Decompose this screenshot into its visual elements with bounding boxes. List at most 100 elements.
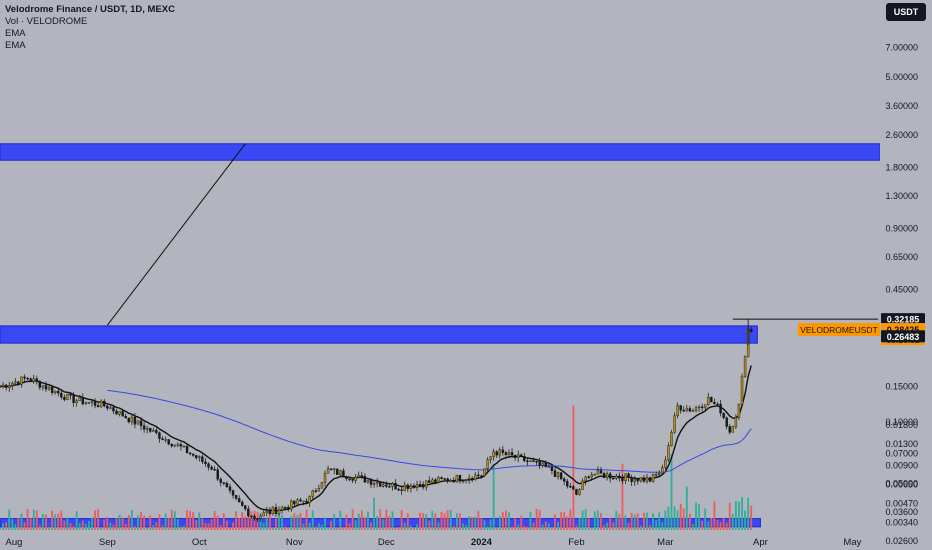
volume-bar (198, 512, 201, 530)
candle-body (210, 466, 213, 470)
volume-bar (23, 522, 26, 530)
candle-body (247, 508, 250, 517)
currency-button[interactable]: USDT (886, 3, 926, 21)
candle-body (694, 407, 698, 411)
candle-body (106, 405, 109, 409)
volume-bar (327, 527, 329, 530)
candle-body (559, 472, 563, 480)
volume-tick-label: 0.00340 (885, 518, 918, 528)
candle-body (636, 478, 639, 482)
candle-body (29, 378, 32, 382)
volume-bar (428, 520, 431, 530)
candle-body (602, 473, 606, 478)
volume-bar (348, 523, 351, 530)
volume-bar (60, 510, 63, 530)
volume-bar (615, 510, 618, 530)
volume-bar (600, 513, 602, 530)
volume-bar (501, 512, 504, 530)
low-price-tag-bg (881, 330, 925, 343)
candle-body (624, 473, 627, 481)
volume-bar (225, 520, 228, 530)
candle-body (308, 496, 311, 503)
high-price-tag: 0.32185 (887, 315, 920, 325)
candle-body (526, 460, 529, 463)
candle-body (464, 479, 468, 482)
volume-bar (244, 516, 247, 530)
volume-bar (529, 511, 532, 530)
high-price-tag-bg (881, 313, 925, 326)
candle-body (415, 484, 419, 488)
volume-bar (587, 518, 590, 530)
volume-bar (35, 510, 38, 530)
candle-body (14, 381, 17, 384)
volume-bar (152, 525, 155, 530)
volume-bar (639, 525, 642, 530)
volume-bar (235, 511, 237, 530)
candle-body (204, 461, 207, 464)
candle-body (596, 470, 600, 475)
volume-bar (532, 522, 535, 530)
candle-body (311, 490, 314, 497)
time-tick-label: Feb (568, 537, 584, 548)
candle-body (7, 385, 11, 388)
candle-body (360, 475, 364, 477)
volume-bar (517, 524, 520, 530)
ema-indicator-label-1[interactable]: EMA (5, 28, 26, 39)
candle-body (446, 478, 449, 482)
volume-bar (437, 522, 440, 530)
symbol-title[interactable]: Velodrome Finance / USDT, 1D, MEXC (5, 4, 175, 15)
volume-bar (20, 513, 23, 530)
volume-bar (51, 510, 54, 530)
volume-bar (391, 511, 394, 530)
ema-indicator-label-2[interactable]: EMA (5, 40, 26, 51)
volume-bar (311, 510, 314, 530)
candle-body (688, 408, 692, 412)
price-tick-label: 7.00000 (885, 43, 918, 53)
time-axis[interactable]: Aug Sep Oct Nov Dec 2024 Feb Mar Apr May (0, 532, 880, 550)
trendline[interactable] (106, 143, 878, 326)
candle-body (501, 449, 505, 453)
candle-body (145, 427, 149, 430)
candle-body (578, 489, 581, 495)
volume-bar (547, 523, 550, 530)
volume-bar (471, 517, 474, 530)
volume-bar (713, 501, 716, 530)
volume-bar (465, 524, 467, 530)
candle-body (179, 444, 183, 447)
candle-body (139, 420, 143, 426)
volume-bar (262, 523, 265, 530)
volume-bar (232, 522, 234, 530)
candle-body (523, 456, 526, 462)
price-tick-label: 0.65000 (885, 252, 918, 262)
candle-body (480, 475, 483, 477)
candle-body (256, 518, 259, 520)
volume-bar (575, 525, 578, 530)
volume-bar (296, 515, 299, 530)
price-tick-label: 0.90000 (885, 223, 918, 233)
volume-tick-label: 0.00650 (885, 480, 918, 490)
candle-body (345, 476, 348, 479)
volume-bar (308, 522, 311, 530)
price-tick-label: 0.03600 (885, 507, 918, 517)
volume-bar (5, 522, 8, 530)
time-tick-label: Sep (99, 537, 116, 548)
volume-bar (514, 518, 517, 530)
candle-body (667, 445, 670, 461)
price-axis[interactable]: 7.00000 5.00000 3.60000 2.60000 1.80000 1.300… (880, 0, 932, 550)
volume-bars (0, 405, 753, 530)
candle-body (633, 478, 636, 482)
volume-bar (97, 509, 100, 530)
volume-bar (336, 527, 339, 530)
volume-bar (541, 524, 544, 530)
candle-body (262, 512, 265, 517)
candle-body (618, 475, 621, 479)
volume-bar (692, 524, 694, 530)
candle-body (17, 381, 20, 385)
volume-indicator-label[interactable]: Vol · VELODROME (5, 16, 88, 27)
candle-body (20, 376, 23, 385)
time-tick-label: Oct (192, 537, 207, 548)
volume-bar (624, 515, 627, 530)
volume-bar (477, 510, 480, 530)
volume-bar (137, 515, 139, 530)
